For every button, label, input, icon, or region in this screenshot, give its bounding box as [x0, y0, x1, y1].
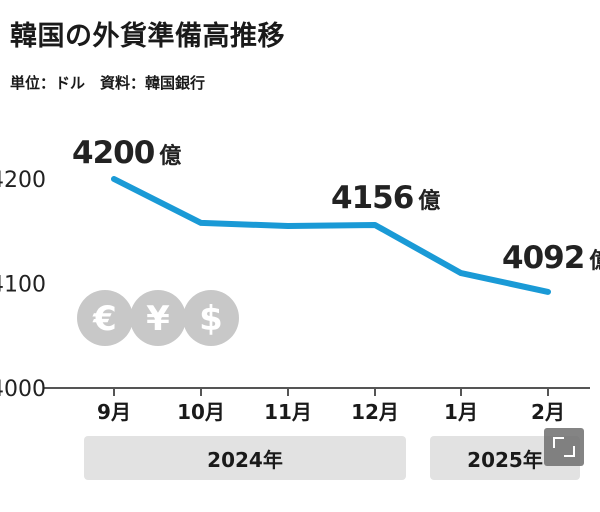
- currency-badge-2: [130, 290, 186, 346]
- x-tick-label: 2月: [531, 400, 565, 424]
- y-tick-label: 4200: [0, 168, 46, 193]
- series-line: [111, 176, 551, 295]
- y-tick-label: 4000: [0, 377, 46, 402]
- data-label: 4156 億: [331, 180, 440, 216]
- currency-badge-1: [77, 290, 133, 346]
- year-group-2024: 2024年: [84, 436, 406, 480]
- x-tick-label: 10月: [177, 400, 225, 424]
- currency-badge-symbol: $: [199, 299, 223, 339]
- data-label: 4200 億: [72, 135, 181, 171]
- x-tick-label: 1月: [444, 400, 478, 424]
- data-label: 4092億: [502, 240, 600, 276]
- x-tick-label: 9月: [97, 400, 131, 424]
- currency-badge-symbol: ¥: [146, 299, 170, 339]
- y-tick-label: 4100: [0, 273, 46, 298]
- chart-title: 韓国の外貨準備高推移: [10, 21, 285, 52]
- x-tick-label: 12月: [351, 400, 399, 424]
- unit-source-note: 単位：ドル 資料：韓国銀行: [10, 74, 206, 92]
- currency-badge-symbol: €: [92, 299, 117, 339]
- expand-icon[interactable]: [544, 428, 584, 466]
- x-tick-label: 11月: [264, 400, 312, 424]
- currency-badge-3: [183, 290, 239, 346]
